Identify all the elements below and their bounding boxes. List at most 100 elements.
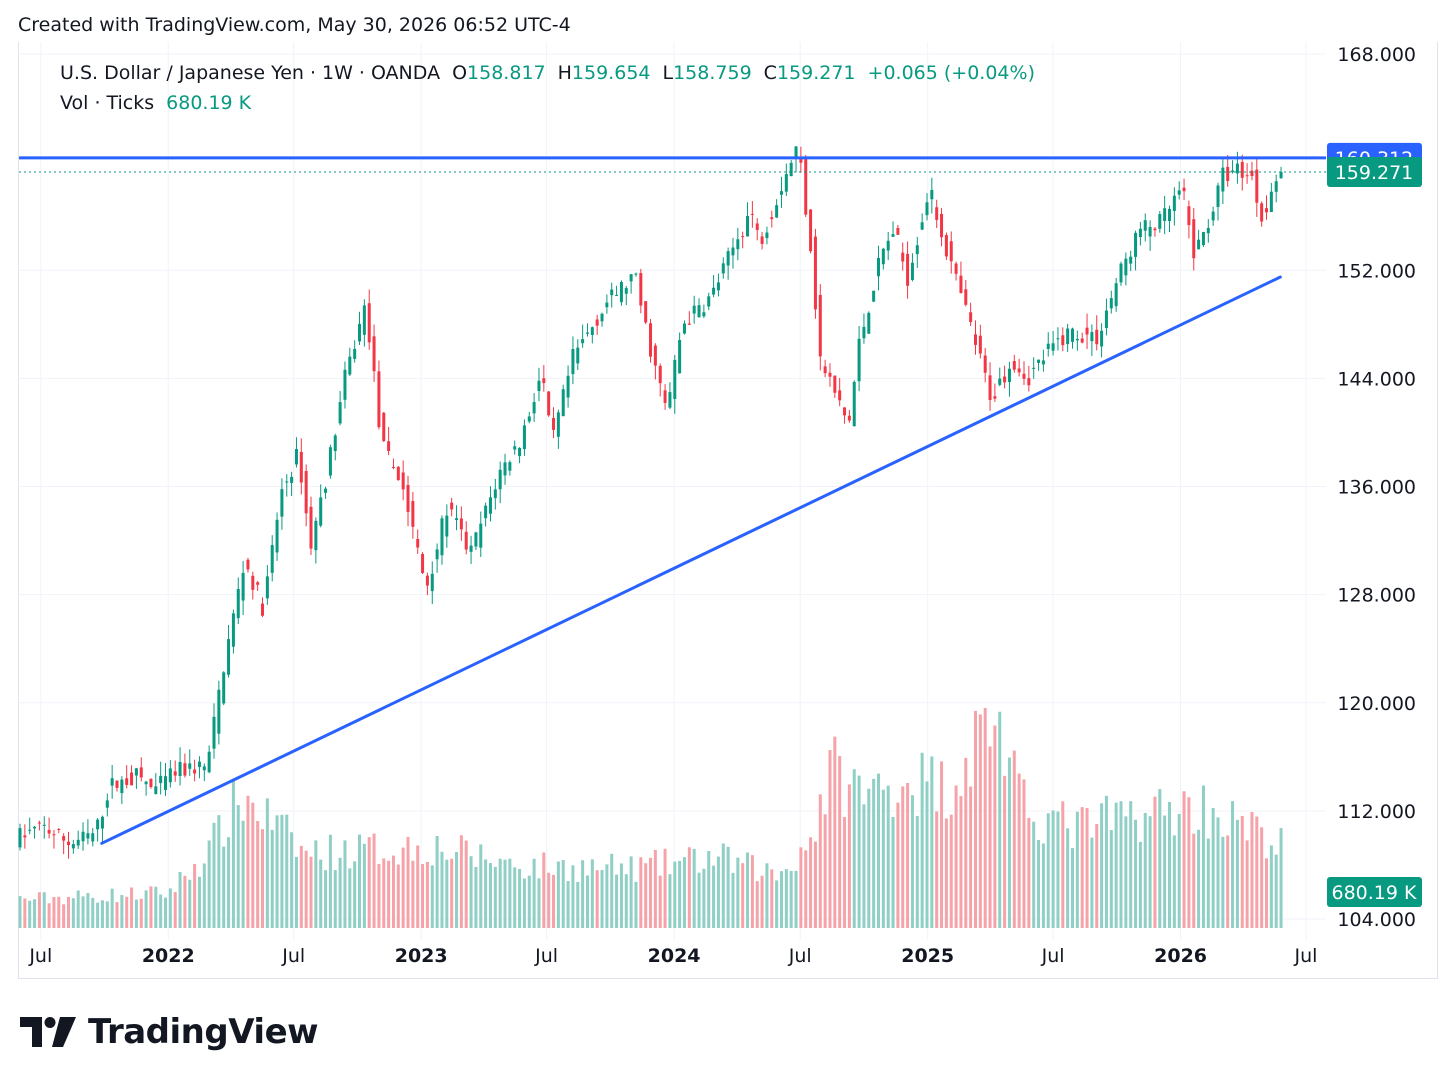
volume-bar [377,864,381,928]
volume-bar [998,711,1002,928]
candle [1138,221,1142,246]
volume-bar [1046,813,1050,928]
candle [324,486,328,499]
volume-bar [775,880,779,928]
volume-bar [930,756,934,928]
volume-bar [1211,807,1215,928]
candle [1274,174,1278,203]
candle [901,242,905,271]
candle-body [595,319,599,326]
volume-bar [498,858,502,928]
volume-bar [125,896,129,928]
candle [304,464,308,527]
candle [712,274,716,298]
candle [1007,361,1011,397]
volume-bar [726,846,730,928]
candle-body [37,822,41,824]
candle-body [1037,359,1041,363]
candle [212,703,216,759]
candle-body [1017,368,1021,373]
candle-body [518,447,522,457]
candle-body [634,273,638,275]
candle [852,380,856,427]
legend-interval[interactable]: 1W [322,62,353,84]
candles-layer [18,146,1283,859]
candle [1114,277,1118,312]
candle [1231,160,1235,174]
legend-vol-label[interactable]: Vol [60,92,89,114]
volume-bar [149,886,153,928]
volume-bar [789,870,793,928]
candle [217,680,221,745]
volume-bar [23,898,27,928]
candle-body [387,441,391,452]
candle-body [459,518,463,530]
candle [33,825,37,839]
volume-bar [532,858,536,928]
candle-body [750,213,754,215]
volume-bar [1201,785,1205,928]
volume-bar [1250,811,1254,928]
volume-bar [1080,807,1084,928]
created-with-note: Created with TradingView.com, May 30, 20… [18,14,571,36]
candle-body [353,348,357,359]
volume-bar [881,789,885,928]
candle-body [973,334,977,345]
candle-body [663,390,667,403]
time-tick-label: Jul [1294,945,1318,967]
candle-body [1114,283,1118,307]
volume-bar [1148,816,1152,928]
candle-body [561,389,565,417]
volume-bar [1274,854,1278,928]
volume-bar [430,865,434,928]
candle [513,440,517,455]
candle [294,437,298,468]
candle-body [716,282,720,291]
candle-body [1260,203,1264,222]
volume-bar [1192,833,1196,928]
candle [178,747,182,786]
legend-high-value: 159.654 [571,62,651,84]
candle [624,285,628,306]
candle-body [236,588,240,619]
candle [537,367,541,402]
candle-body [406,484,410,512]
candle-body [901,252,905,262]
volume-bar [474,866,478,928]
volume-bar [275,815,279,928]
volume-bar [1158,789,1162,928]
candle-body [324,488,328,493]
candle-body [130,772,134,786]
tradingview-logo[interactable]: TradingView [20,1012,319,1052]
volume-bar [1114,802,1118,928]
candle-body [867,312,871,334]
candle-body [1027,378,1031,386]
candle-body [100,816,104,829]
candle-body [818,294,822,357]
candle [692,295,696,324]
candle [251,571,255,600]
volume-bar [33,899,37,928]
volume-bar [876,773,880,928]
candle [110,764,114,799]
candle-body [125,778,129,785]
legend-symbol[interactable]: U.S. Dollar / Japanese Yen [60,62,304,84]
candle-body [581,339,585,344]
candle [105,793,109,817]
candle [629,273,633,294]
candle [474,531,478,550]
legend-dot-separator: · [94,92,101,114]
volume-bar [193,863,197,928]
candle [973,320,977,355]
volume-bar [81,896,85,928]
volume-bar [212,822,216,928]
volume-bar [707,851,711,928]
volume-bar [823,814,827,928]
candle [411,492,415,539]
candle [1163,195,1167,235]
volume-bar [940,761,944,928]
candle [1158,211,1162,233]
volume-bar [396,864,400,928]
volume-bar [581,860,585,928]
